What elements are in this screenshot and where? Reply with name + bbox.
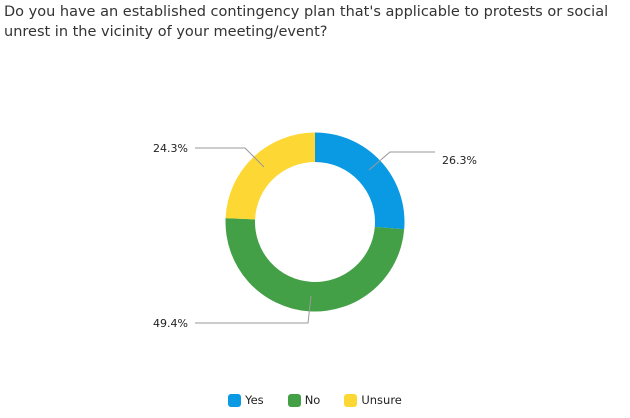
leader-line-yes <box>368 151 435 171</box>
legend-item-no[interactable]: No <box>287 393 321 407</box>
legend-label: No <box>304 393 321 407</box>
slice-yes <box>315 132 405 230</box>
legend-item-yes[interactable]: Yes <box>228 393 264 407</box>
legend-label: Yes <box>245 393 264 407</box>
legend-swatch <box>344 393 358 407</box>
data-label-no: 49.4% <box>153 317 188 330</box>
leader-line-no <box>195 295 312 324</box>
legend-swatch <box>287 393 301 407</box>
legend-item-unsure[interactable]: Unsure <box>344 393 402 407</box>
leader-line-unsure <box>195 147 265 168</box>
data-label-unsure: 24.3% <box>153 142 188 155</box>
legend: Yes No Unsure <box>0 393 630 407</box>
slice-unsure <box>225 132 315 220</box>
slice-no <box>225 218 405 312</box>
data-label-yes: 26.3% <box>442 154 477 167</box>
legend-label: Unsure <box>361 393 402 407</box>
chart-title: Do you have an established contingency p… <box>4 4 609 40</box>
legend-swatch <box>228 393 242 407</box>
